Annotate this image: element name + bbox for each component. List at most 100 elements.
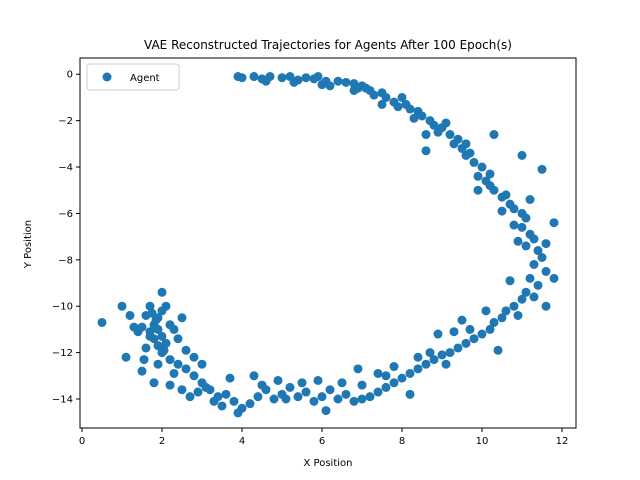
data-point: [313, 375, 323, 385]
data-point: [177, 385, 187, 395]
x-tick-label: 2: [159, 436, 165, 447]
data-point: [513, 236, 523, 246]
data-point: [373, 387, 383, 397]
data-point: [421, 130, 431, 140]
data-point: [381, 382, 391, 392]
data-point: [509, 220, 519, 230]
data-point: [361, 83, 371, 93]
data-point: [525, 195, 535, 204]
data-point: [159, 345, 169, 355]
data-point: [161, 338, 171, 348]
data-point: [517, 294, 527, 304]
data-point: [177, 313, 187, 323]
data-point: [397, 373, 407, 383]
data-point: [537, 164, 547, 174]
data-point: [541, 239, 551, 249]
data-point: [541, 301, 551, 311]
data-point: [381, 371, 391, 381]
y-tick-label: −6: [58, 209, 73, 220]
data-point: [181, 345, 191, 355]
data-point: [377, 99, 387, 109]
data-point: [165, 380, 175, 390]
data-point: [137, 366, 147, 376]
chart-title: VAE Reconstructed Trajectories for Agent…: [144, 38, 512, 52]
data-point: [209, 396, 219, 406]
data-point: [533, 280, 543, 290]
data-point: [549, 218, 559, 228]
data-point: [477, 329, 487, 339]
data-point: [147, 308, 157, 318]
data-point: [465, 324, 475, 334]
data-point: [497, 206, 507, 216]
data-point: [409, 113, 419, 123]
data-point: [349, 396, 359, 406]
data-point: [421, 359, 431, 369]
data-point: [309, 396, 319, 406]
data-point: [505, 276, 515, 286]
data-point: [461, 338, 471, 348]
data-point: [541, 266, 551, 276]
legend-label: Agent: [130, 73, 160, 84]
x-axis-label: X Position: [304, 458, 353, 469]
data-point: [461, 139, 471, 149]
legend-box: [86, 63, 180, 91]
data-point: [225, 373, 235, 383]
data-point: [501, 306, 511, 316]
data-point: [529, 234, 539, 244]
data-point: [157, 331, 167, 341]
data-point: [341, 389, 351, 399]
data-point: [189, 371, 199, 381]
x-tick-label: 8: [399, 436, 405, 447]
data-point: [217, 401, 227, 411]
data-point: [169, 368, 179, 378]
data-point: [357, 394, 367, 404]
data-point: [369, 90, 379, 100]
data-point: [285, 382, 295, 392]
data-point: [365, 392, 375, 402]
data-point: [321, 406, 331, 416]
data-point: [525, 273, 535, 283]
data-point: [381, 92, 391, 102]
data-point: [257, 380, 267, 390]
data-point: [521, 241, 531, 251]
data-point: [445, 348, 455, 358]
data-point: [237, 73, 247, 83]
data-point: [193, 387, 203, 397]
data-point: [425, 348, 435, 358]
y-tick-label: −8: [58, 255, 73, 266]
data-point: [325, 81, 335, 91]
x-tick-label: 10: [476, 436, 489, 447]
data-point: [97, 317, 107, 327]
x-tick-label: 4: [239, 436, 245, 447]
y-tick-label: −2: [58, 116, 73, 127]
data-point: [521, 287, 531, 297]
legend: Agent: [86, 63, 180, 91]
data-point: [537, 253, 547, 262]
data-point: [157, 287, 167, 297]
data-point: [549, 273, 559, 283]
data-point: [405, 368, 415, 378]
data-point: [145, 301, 155, 311]
data-point: [317, 392, 327, 402]
data-point: [489, 317, 499, 327]
data-point: [121, 352, 131, 362]
data-point: [139, 355, 149, 365]
data-point: [517, 150, 527, 160]
data-point: [353, 364, 363, 374]
data-point: [201, 382, 211, 392]
data-point: [481, 306, 491, 316]
y-tick-label: −10: [52, 302, 73, 313]
data-point: [221, 389, 231, 399]
data-point: [509, 204, 519, 214]
data-point: [449, 327, 459, 337]
data-point: [441, 359, 451, 369]
data-point: [517, 222, 527, 232]
data-point: [421, 146, 431, 156]
data-point: [405, 104, 415, 114]
data-point: [441, 118, 451, 128]
data-point: [489, 185, 499, 195]
data-point: [469, 157, 479, 167]
data-point: [453, 134, 463, 144]
x-tick-label: 0: [79, 436, 85, 447]
plot-area: 0 2 4 6 8 10 12 0 −2 −4 −6 −8 −10 −12 −14: [52, 57, 577, 447]
